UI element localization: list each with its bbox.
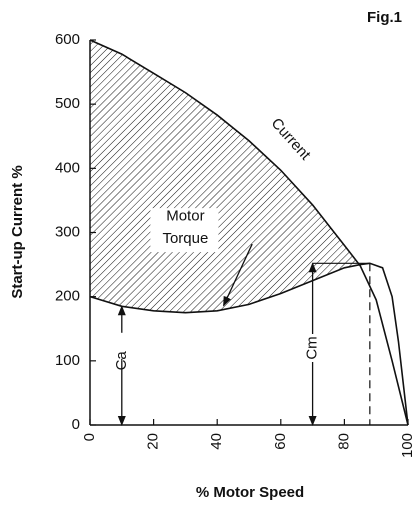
x-tick-label: 60 xyxy=(272,433,289,450)
x-tick-label: 80 xyxy=(335,433,352,450)
x-tick-label: 0 xyxy=(81,433,98,441)
fig-label: Fig.1 xyxy=(367,9,402,26)
x-tick-label: 20 xyxy=(145,433,162,450)
label-box xyxy=(150,208,219,253)
x-tick-label: 100 xyxy=(399,433,412,458)
series-label: Torque xyxy=(162,230,208,247)
y-tick-label: 300 xyxy=(55,223,80,240)
x-axis-label: % Motor Speed xyxy=(196,484,304,501)
line-series xyxy=(89,39,409,426)
pointer-arrow xyxy=(222,243,253,307)
annotation: Cm xyxy=(304,336,321,359)
label-box xyxy=(304,334,321,362)
annotation: Ca xyxy=(113,351,130,371)
hatched-area xyxy=(90,40,359,313)
y-tick-label: 100 xyxy=(55,352,80,369)
y-tick-label: 0 xyxy=(72,416,80,433)
x-tick-label: 40 xyxy=(208,433,225,450)
annotation: Motor xyxy=(166,207,204,224)
y-tick-label: 200 xyxy=(55,288,80,305)
y-tick-label: 600 xyxy=(55,31,80,48)
y-axis-label: Start-up Current % xyxy=(9,165,26,298)
label-box xyxy=(113,332,130,359)
series-label: Current xyxy=(268,115,315,164)
y-tick-label: 400 xyxy=(55,159,80,176)
y-tick-label: 500 xyxy=(55,95,80,112)
